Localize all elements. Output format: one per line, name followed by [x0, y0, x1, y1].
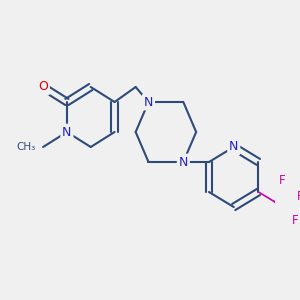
- Text: CH₃: CH₃: [16, 142, 36, 152]
- Text: N: N: [229, 140, 239, 154]
- Text: N: N: [144, 95, 153, 109]
- Text: N: N: [62, 125, 72, 139]
- Text: N: N: [178, 155, 188, 169]
- Text: O: O: [38, 80, 48, 94]
- Text: F: F: [279, 173, 286, 187]
- Text: F: F: [292, 214, 298, 226]
- Text: F: F: [297, 190, 300, 203]
